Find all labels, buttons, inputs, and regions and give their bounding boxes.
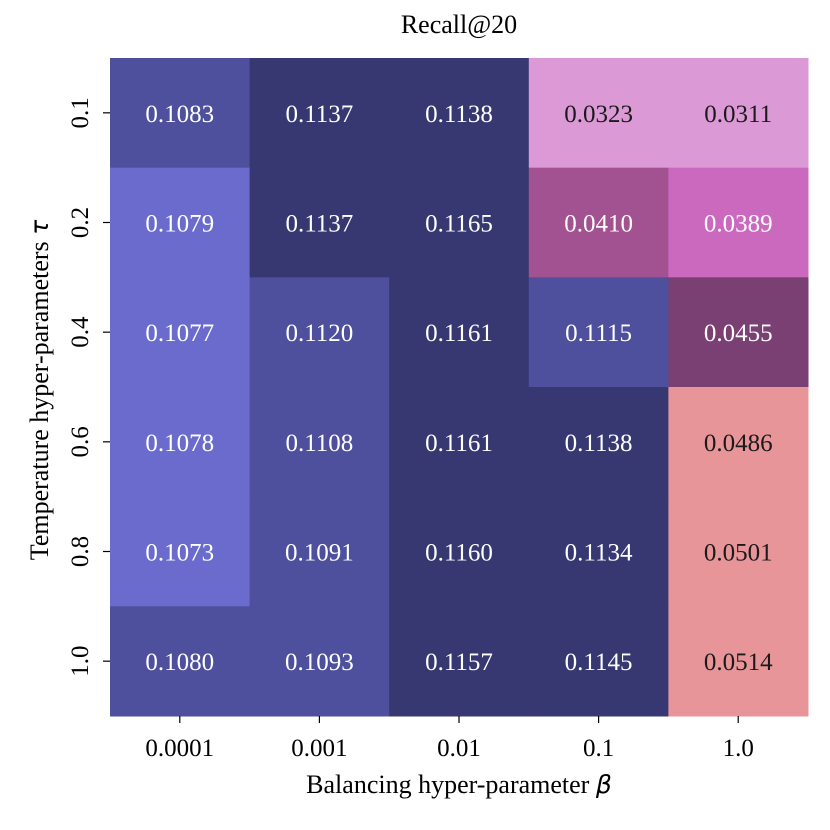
y-axis-label-text: Temperature hyper-parameters [25,241,54,561]
heatmap-cell [668,277,809,388]
heatmap-cell [668,58,809,169]
cell-value-label: 0.1138 [425,101,493,128]
heatmap-cell [528,606,669,717]
cell-value-label: 0.1160 [425,540,493,567]
cell-value-label: 0.1079 [145,211,214,238]
tau-symbol: τ [25,219,54,235]
beta-symbol: β [595,770,612,799]
x-tick-label: 0.0001 [145,735,214,762]
y-axis-label: Temperature hyper-parameters τ [25,220,55,560]
cell-value-label: 0.1137 [285,101,353,128]
cell-value-label: 0.1093 [285,649,354,676]
x-axis-label: Balancing hyper-parameter β [110,770,808,800]
y-tick-label: 0.2 [67,207,94,238]
y-tick-label: 0.8 [67,536,94,567]
heatmap-cell [389,277,530,388]
x-tick-label: 0.1 [583,735,614,762]
heatmap-cell [528,167,669,278]
heatmap-cell [110,167,251,278]
x-axis-label-text: Balancing hyper-parameter [306,770,590,799]
heatmap-cell [249,606,390,717]
cell-value-label: 0.1078 [145,430,214,457]
cell-value-label: 0.1161 [425,430,493,457]
heatmap-cell [110,496,251,607]
heatmap-cell [668,167,809,278]
cell-value-label: 0.1080 [145,649,214,676]
heatmap-cell [668,496,809,607]
cell-value-label: 0.1157 [425,649,493,676]
heatmap-cell [528,387,669,498]
heatmap-cell [249,167,390,278]
heatmap-cell [528,58,669,169]
x-tick-label: 1.0 [723,735,754,762]
heatmap-cell [528,496,669,607]
heatmap-cell [668,387,809,498]
heatmap-cell [389,167,530,278]
heatmap-cell [668,606,809,717]
x-tick-label: 0.01 [437,735,481,762]
heatmap-cell [249,277,390,388]
cell-value-label: 0.1145 [565,649,633,676]
heatmap-cell [249,58,390,169]
cell-value-label: 0.1073 [145,540,214,567]
cell-value-label: 0.1077 [145,320,214,347]
heatmap-cell [249,496,390,607]
heatmap-cell [110,58,251,169]
heatmap-cell [528,277,669,388]
y-tick-label: 0.4 [67,316,94,348]
cell-value-label: 0.0323 [564,101,633,128]
cell-value-label: 0.0455 [704,320,773,347]
cell-value-label: 0.1165 [425,211,493,238]
cell-value-label: 0.1134 [565,540,633,567]
cell-value-label: 0.1137 [285,211,353,238]
chart-title: Recall@20 [400,10,518,39]
cell-value-label: 0.1138 [565,430,633,457]
heatmap-cell [110,387,251,498]
cell-value-label: 0.0389 [704,211,773,238]
y-tick-label: 0.1 [67,97,94,128]
cell-value-label: 0.1115 [565,320,632,347]
heatmap-cell [389,496,530,607]
cell-value-label: 0.1161 [425,320,493,347]
cell-value-label: 0.1083 [145,101,214,128]
cell-value-label: 0.1108 [285,430,353,457]
heatmap-cell [389,58,530,169]
cell-value-label: 0.0514 [704,649,773,676]
cell-value-label: 0.0311 [704,101,772,128]
cell-value-label: 0.0501 [704,540,773,567]
cell-value-label: 0.1091 [285,540,354,567]
y-tick-label: 1.0 [67,646,94,677]
heatmap-cell [389,387,530,498]
x-tick-label: 0.001 [291,735,347,762]
heatmap-cell [389,606,530,717]
cell-value-label: 0.0486 [704,430,773,457]
heatmap-cell [110,606,251,717]
cell-value-label: 0.1120 [285,320,353,347]
y-tick-label: 0.6 [67,426,94,457]
heatmap-cell [249,387,390,498]
heatmap-cell [110,277,251,388]
cell-value-label: 0.0410 [564,211,633,238]
